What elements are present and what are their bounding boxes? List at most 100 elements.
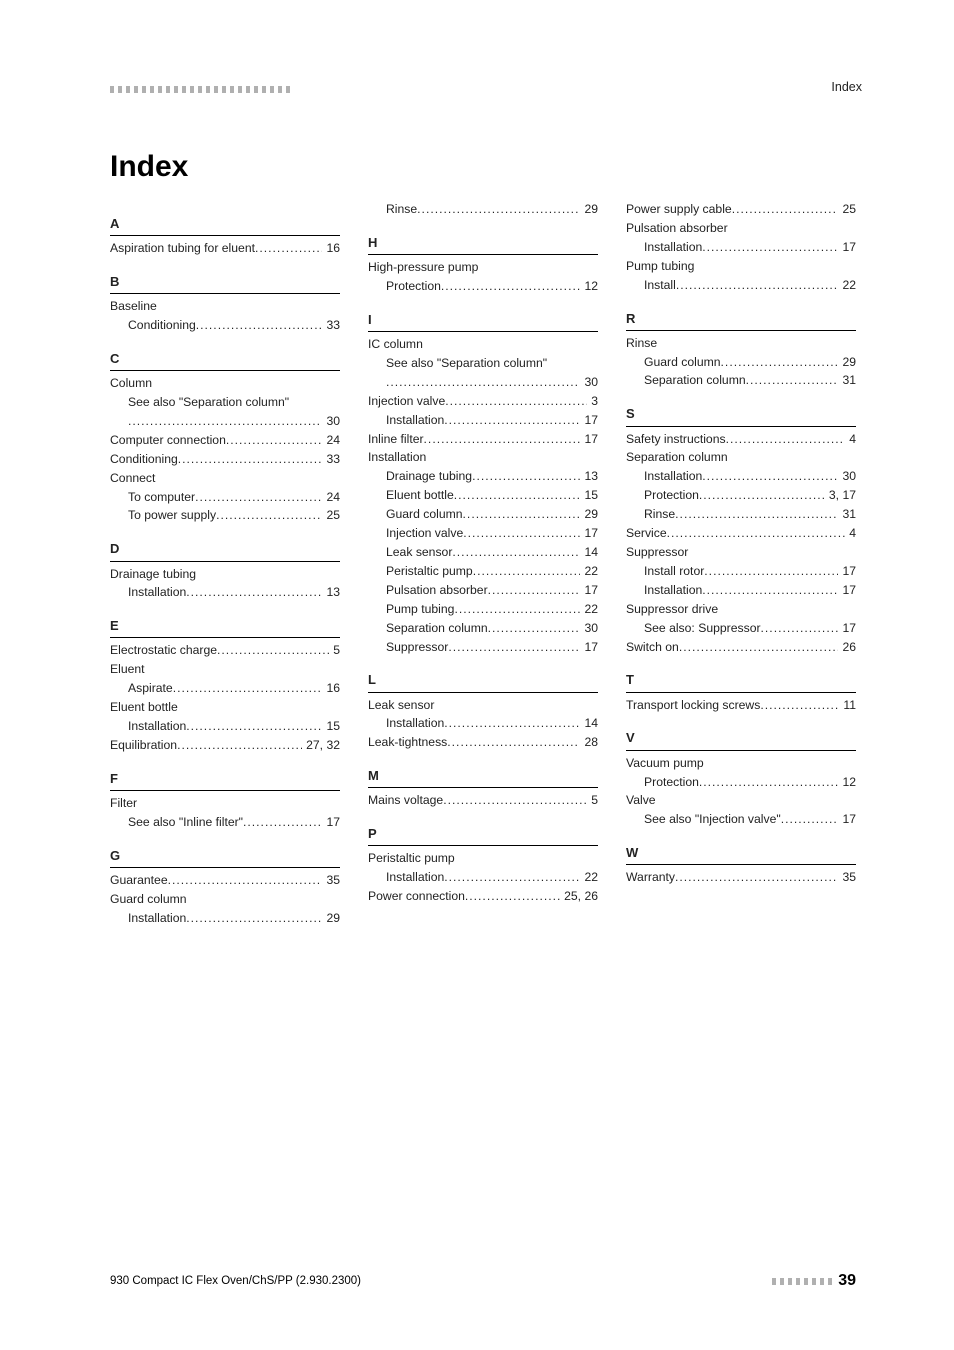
index-entry-dots: ........................................… xyxy=(217,641,329,660)
index-entry-label: Protection xyxy=(644,773,699,792)
index-entry-page: 15 xyxy=(580,486,598,505)
index-letter: V xyxy=(626,728,856,748)
index-entry-dots: ........................................… xyxy=(488,619,581,638)
index-entry-page: 17 xyxy=(838,562,856,581)
footer-decoration-bar xyxy=(772,1278,832,1285)
index-entry: Installation ...........................… xyxy=(110,909,340,928)
index-entry: To computer ............................… xyxy=(110,488,340,507)
index-letter: A xyxy=(110,214,340,234)
index-entry-label: Rinse xyxy=(644,505,675,524)
index-entry-label: Suppressor drive xyxy=(626,600,718,619)
index-entry: ........................................… xyxy=(368,373,598,392)
index-entry-label: IC column xyxy=(368,335,423,354)
index-entry: IC column xyxy=(368,335,598,354)
index-entry: Separation column ......................… xyxy=(626,371,856,390)
index-entry-label: Leak sensor xyxy=(368,696,434,715)
index-entry-dots: ........................................… xyxy=(447,733,580,752)
index-entry: Separation column xyxy=(626,448,856,467)
index-entry-page: 17 xyxy=(580,581,598,600)
index-entry: Install rotor ..........................… xyxy=(626,562,856,581)
index-letter: H xyxy=(368,233,598,253)
index-entry-label: Filter xyxy=(110,794,137,813)
index-letter: L xyxy=(368,670,598,690)
index-column-2: Rinse ..................................… xyxy=(368,200,598,928)
index-entry-page: 4 xyxy=(845,524,856,543)
index-entry-page: 15 xyxy=(322,717,340,736)
index-entry: Connect xyxy=(110,469,340,488)
index-entry: Installation ...........................… xyxy=(110,583,340,602)
index-entry-page: 13 xyxy=(580,467,598,486)
index-entry-dots: ........................................… xyxy=(444,411,580,430)
index-column-1: A Aspiration tubing for eluent ..........… xyxy=(110,200,340,928)
index-letter: M xyxy=(368,766,598,786)
index-entry-label: Computer connection xyxy=(110,431,226,450)
index-entry-page: 17 xyxy=(580,411,598,430)
index-entry-dots: ........................................… xyxy=(746,371,839,390)
index-entry-page: 11 xyxy=(839,696,856,715)
index-entry-label: Pulsation absorber xyxy=(386,581,488,600)
index-entry: See also "Injection valve" .............… xyxy=(626,810,856,829)
index-entry: ........................................… xyxy=(110,412,340,431)
index-letter-rule xyxy=(368,845,598,846)
index-entry: Transport locking screws ...............… xyxy=(626,696,856,715)
header-decoration-bar xyxy=(110,86,290,93)
index-entry-label: Inline filter xyxy=(368,430,424,449)
index-entry-label: Peristaltic pump xyxy=(368,849,455,868)
index-entry-dots: ........................................… xyxy=(675,505,838,524)
index-columns: A Aspiration tubing for eluent ..........… xyxy=(110,200,856,928)
index-entry-dots: ........................................… xyxy=(726,430,846,449)
index-entry-page: 29 xyxy=(322,909,340,928)
index-entry-label: Aspirate xyxy=(128,679,173,698)
index-entry-page: 30 xyxy=(580,373,598,392)
index-entry-label: Eluent bottle xyxy=(386,486,454,505)
footer-right: 39 xyxy=(772,1272,856,1290)
index-entry-dots: ........................................… xyxy=(168,871,323,890)
index-letter: W xyxy=(626,843,856,863)
page: Index Index AAspiration tubing for eluen… xyxy=(0,0,954,1350)
index-entry: Power connection .......................… xyxy=(368,887,598,906)
index-entry: Suppressor xyxy=(626,543,856,562)
index-letter-rule xyxy=(110,790,340,791)
footer: 930 Compact IC Flex Oven/ChS/PP (2.930.2… xyxy=(110,1272,856,1290)
index-letter-rule xyxy=(368,692,598,693)
index-entry-page: 17 xyxy=(838,238,856,257)
index-entry-page: 4 xyxy=(845,430,856,449)
index-entry-label: Guard column xyxy=(110,890,187,909)
index-letter-rule xyxy=(626,750,856,751)
index-entry-page: 17 xyxy=(580,524,598,543)
index-entry-label: See also "Separation column" xyxy=(128,393,289,412)
index-entry: Guard column xyxy=(110,890,340,909)
index-letter: G xyxy=(110,846,340,866)
index-entry: Baseline xyxy=(110,297,340,316)
index-entry-label: Guard column xyxy=(644,353,721,372)
index-entry-label: Conditioning xyxy=(110,450,178,469)
index-entry-dots: ........................................… xyxy=(488,581,581,600)
index-letter: R xyxy=(626,309,856,329)
index-entry-page: 29 xyxy=(838,353,856,372)
index-entry-dots: ........................................… xyxy=(441,277,581,296)
index-entry-label: Guarantee xyxy=(110,871,168,890)
index-entry: Peristaltic pump .......................… xyxy=(368,562,598,581)
index-entry-dots: ........................................… xyxy=(702,238,838,257)
index-entry: High-pressure pump xyxy=(368,258,598,277)
index-entry-page: 16 xyxy=(322,679,340,698)
index-entry: Installation ...........................… xyxy=(626,467,856,486)
index-letter: I xyxy=(368,310,598,330)
index-entry-label: Equilibration xyxy=(110,736,177,755)
index-entry: See also "Inline filter" ...............… xyxy=(110,813,340,832)
index-entry: Rinse ..................................… xyxy=(626,505,856,524)
index-entry-dots: ........................................… xyxy=(448,638,580,657)
index-entry-dots: ........................................… xyxy=(721,353,839,372)
index-entry-page: 31 xyxy=(838,505,856,524)
index-entry-label: Aspiration tubing for eluent xyxy=(110,239,255,258)
index-entry-label: Drainage tubing xyxy=(386,467,472,486)
index-entry-label: Rinse xyxy=(626,334,657,353)
index-entry-page: 3, 17 xyxy=(825,486,856,505)
index-entry: Aspiration tubing for eluent ...........… xyxy=(110,239,340,258)
index-entry-label: See also "Injection valve" xyxy=(644,810,781,829)
index-entry-dots: ........................................… xyxy=(473,562,581,581)
index-entry-label: Peristaltic pump xyxy=(386,562,473,581)
index-entry-dots: ........................................… xyxy=(186,717,322,736)
index-entry: Peristaltic pump xyxy=(368,849,598,868)
index-letter: T xyxy=(626,670,856,690)
